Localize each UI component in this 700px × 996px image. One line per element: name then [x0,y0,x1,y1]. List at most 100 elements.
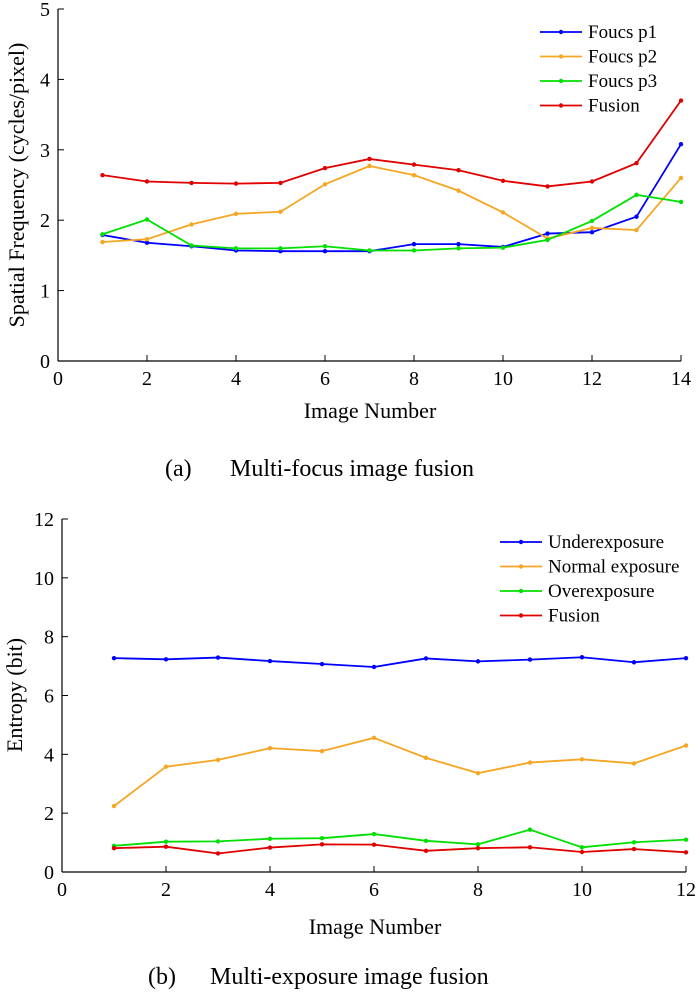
chart-a-series-2-point [456,188,461,193]
chart-b-series-2-point [215,757,221,763]
chart-a-series-line-2 [102,165,682,243]
chart-b-series-3-point [319,835,325,841]
chart-a-x-tick-label: 8 [409,368,419,390]
chart-b-series-line-2 [113,736,687,807]
chart-b-series-1-point [319,661,325,667]
chart-b-series-line-1 [113,656,687,668]
chart-b-series-3-point [475,842,481,847]
chart-a-series-2-point [144,237,150,242]
chart-a-series-4-point [500,178,506,183]
chart-b-series-2-point [371,735,377,741]
chart-b-series-3-point [631,840,637,845]
chart-a-series-3-point [233,246,239,251]
chart-b-plot-area: 0 2 4 6 8 10 12 0 2 4 6 8 10 12 Underexposure Normal ex… [34,509,696,901]
chart-b-series-1-point [111,655,117,661]
chart-b-series-2-point [683,743,689,748]
legend-swatch-marker [518,539,524,545]
legend-swatch-marker [558,78,564,84]
chart-a-series-2-point [367,163,372,169]
chart-b-series-1-point [215,655,221,660]
chart-b-series-2-point [631,761,637,766]
chart-a-series-1-point [589,229,595,235]
chart-a-x-tick-label: 2 [142,368,152,390]
legend-entry-label: Fusion [548,606,600,627]
chart-b-series-3-point [683,837,689,842]
chart-b-series-2-point [579,757,585,762]
chart-a-ylabel: Spatial Frequency (cycles/pixel) [4,43,29,328]
chart-b-series-4-point [475,845,481,851]
legend-entry-label: Foucs p1 [588,22,657,43]
chart-a-series-3-point [678,199,684,205]
chart-b-series-line-4 [113,843,687,855]
chart-a-series-3-point [322,244,328,249]
chart-a-series-4-point [322,165,328,171]
chart-a-series-1-point [411,241,417,247]
chart-b-series-4-point [319,842,325,847]
chart-a-series-3-point [456,246,461,251]
legend-swatch-marker [518,564,524,569]
chart-a-x-tick-label: 10 [493,368,513,390]
chart-a-series-3-point [367,248,372,253]
chart-b-y-tick-label: 4 [44,744,54,766]
chart-b-x-tick-label: 12 [676,879,696,901]
chart-a-y-tick-label: 0 [40,351,50,373]
chart-b-xlabel: Image Number [309,914,442,939]
chart-b-series-1-point [475,659,481,664]
chart-a-series-1-point [456,241,461,247]
chart-b-x-tick-label: 6 [369,879,379,901]
chart-a-series-3-point [545,237,550,243]
chart-b-y-tick-label: 6 [44,686,54,708]
chart-a-series-2-point [233,211,239,217]
chart-a-series-3-point [411,248,417,253]
chart-b-x-tick-label: 0 [57,879,67,901]
chart-a-series-2-point [278,209,283,214]
chart-b-y-tick-label: 0 [44,862,54,884]
chart-b-series-3-point [579,845,585,850]
chart-a-series-2-point [322,182,328,187]
chart-a-series-2-point [500,210,506,215]
chart-b-series-1-point [163,657,169,662]
chart-a-series-line-1 [102,143,682,253]
chart-a-series-4-point [678,98,684,103]
chart-a-x-tick-label: 14 [671,368,691,390]
chart-b-series-2-point [475,770,481,776]
chart-b-ylabel: Entropy (bit) [2,638,27,752]
chart-b-series-4-point [423,848,429,854]
chart-b-caption-text: Multi-exposure image fusion [210,964,489,990]
chart-b-legend: Underexposure Normal exposure Overexposure… [500,532,679,627]
chart-b-x-tick-label: 2 [161,879,171,901]
chart-a-series-3-point [278,246,283,251]
chart-b-series-4-point [111,845,117,851]
chart-a-x-tick-label: 12 [582,368,602,390]
chart-b-y-tick-label: 2 [44,803,54,825]
legend-swatch-marker [558,103,564,108]
chart-b-y-tick-label: 12 [34,509,54,531]
chart-b-series-4-point [267,845,273,850]
chart-b-y-tick-label: 10 [34,568,54,590]
chart-a-series-4-point [233,181,239,186]
chart-b-series-4-point [163,844,169,849]
legend-entry-label: Overexposure [548,581,655,602]
chart-a-series-2-point [189,222,194,227]
chart-a-series-4-point [634,160,639,166]
chart-a-series-3-point [144,217,150,222]
chart-b-series-4-point [579,849,585,855]
chart-a-series-line-4 [102,99,682,188]
chart-b-series-3-point [163,839,169,844]
legend-entry-label: Foucs p3 [588,71,657,92]
legend-entry-label: Fusion [588,96,640,117]
chart-a-series-3-point [634,192,639,198]
chart-b-series-2-point [163,764,169,769]
chart-a-series-4-point [189,180,194,186]
chart-a-y-tick-label: 5 [40,0,50,21]
chart-b-series-1-point [527,657,533,662]
chart-b-series-3-point [215,839,221,844]
chart-a-series-4-point [367,156,372,162]
chart-b-series-4-point [527,845,533,850]
chart-b-caption-letter: (b) [148,964,176,990]
chart-a-series-4-point [545,184,550,189]
chart-a-series-1-point [144,240,150,245]
chart-a-series-3-point [100,232,105,237]
